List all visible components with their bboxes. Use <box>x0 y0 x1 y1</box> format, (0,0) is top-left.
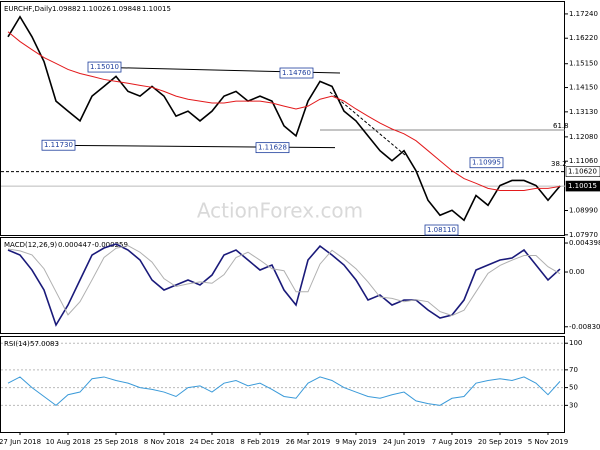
header-value: 0.000447 <box>58 241 91 249</box>
series-line <box>7 245 561 317</box>
x-tick-label: 7 Aug 2019 <box>432 438 472 446</box>
annotation-box <box>424 224 459 236</box>
price-marker-label: 1.10015 <box>568 182 597 190</box>
y-tick-label: 1.14150 <box>569 84 598 92</box>
header-value: -0.000259 <box>92 241 128 249</box>
annotation-box <box>279 67 314 79</box>
y-tick-label: 1.07970 <box>569 231 598 239</box>
macd-panel <box>0 237 565 334</box>
y-tick-label: -0.008306 <box>569 323 600 331</box>
series-line <box>7 31 561 191</box>
fib-label: 38.2 <box>551 160 567 168</box>
panel-title: MACD(12,26,9) <box>4 241 57 249</box>
annotation-label: 1.08110 <box>427 226 456 234</box>
x-tick-label: 24 Dec 2018 <box>190 438 235 446</box>
x-tick-label: 8 Feb 2019 <box>240 438 279 446</box>
annotation-label: 1.10995 <box>472 159 501 167</box>
panel-title: EURCHF,Daily <box>4 5 52 13</box>
price-marker <box>565 166 600 177</box>
y-tick-label: 0.00 <box>569 268 585 276</box>
annotation-label: 1.15010 <box>90 63 119 71</box>
y-tick-label: 50 <box>569 384 578 392</box>
y-tick-label: 30 <box>569 401 578 409</box>
x-tick-label: 5 Nov 2019 <box>528 438 568 446</box>
fib-label: 61.8 <box>553 122 569 130</box>
ohlc-value: 1.09882 <box>52 5 81 13</box>
x-tick-label: 10 Aug 2018 <box>46 438 91 446</box>
ohlc-value: 1.10026 <box>82 5 111 13</box>
x-tick-label: 26 Mar 2019 <box>286 438 330 446</box>
price-marker <box>565 180 600 192</box>
x-tick-label: 8 Nov 2018 <box>144 438 184 446</box>
x-tick-label: 27 Jun 2018 <box>0 438 41 446</box>
x-tick-label: 20 Sep 2019 <box>478 438 522 446</box>
ohlc-value: 1.09848 <box>112 5 141 13</box>
price-panel <box>0 1 565 236</box>
y-tick-label: 1.16220 <box>569 34 598 42</box>
series-line <box>7 15 561 222</box>
ohlc-value: 1.10015 <box>142 5 171 13</box>
y-tick-label: 1.11060 <box>569 157 598 165</box>
trend-line-dashed <box>329 91 406 156</box>
price-marker-label: 1.10620 <box>568 168 597 176</box>
x-tick-label: 25 Sep 2018 <box>94 438 138 446</box>
y-tick-label: 1.12080 <box>569 133 598 141</box>
y-tick-label: 100 <box>569 339 582 347</box>
annotation-box <box>469 157 504 169</box>
y-tick-label: 1.08990 <box>569 207 598 215</box>
x-tick-label: 9 May 2019 <box>335 438 376 446</box>
series-line <box>7 243 561 327</box>
x-tick-label: 24 Jun 2019 <box>383 438 425 446</box>
series-line <box>7 376 561 407</box>
watermark: ActionForex.com <box>197 199 363 223</box>
y-tick-label: 70 <box>569 366 578 374</box>
annotation-label: 1.14760 <box>282 69 311 77</box>
y-tick-label: 1.15150 <box>569 60 598 68</box>
y-tick-label: 1.17240 <box>569 10 598 18</box>
y-tick-label: 1.13130 <box>569 108 598 116</box>
annotation-label: 1.11628 <box>258 144 287 152</box>
rsi-panel <box>0 336 565 433</box>
header-value: 57.0083 <box>30 340 59 348</box>
annotation-box <box>41 139 76 151</box>
y-tick-label: 0.004398 <box>569 239 600 247</box>
annotation-box <box>87 61 122 73</box>
annotation-box <box>255 142 290 154</box>
annotation-label: 1.11730 <box>44 141 73 149</box>
panel-title: RSI(14) <box>4 340 30 348</box>
